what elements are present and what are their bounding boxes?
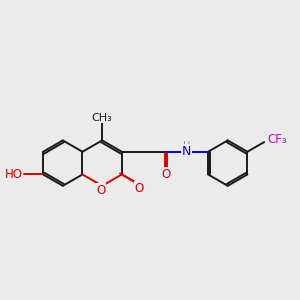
Text: CH₃: CH₃ (92, 113, 112, 123)
Text: H: H (183, 141, 190, 151)
Text: HO: HO (4, 168, 22, 181)
Text: O: O (135, 182, 144, 195)
Text: CF₃: CF₃ (267, 133, 287, 146)
Text: O: O (162, 168, 171, 181)
Text: O: O (96, 184, 105, 197)
Text: N: N (182, 145, 191, 158)
